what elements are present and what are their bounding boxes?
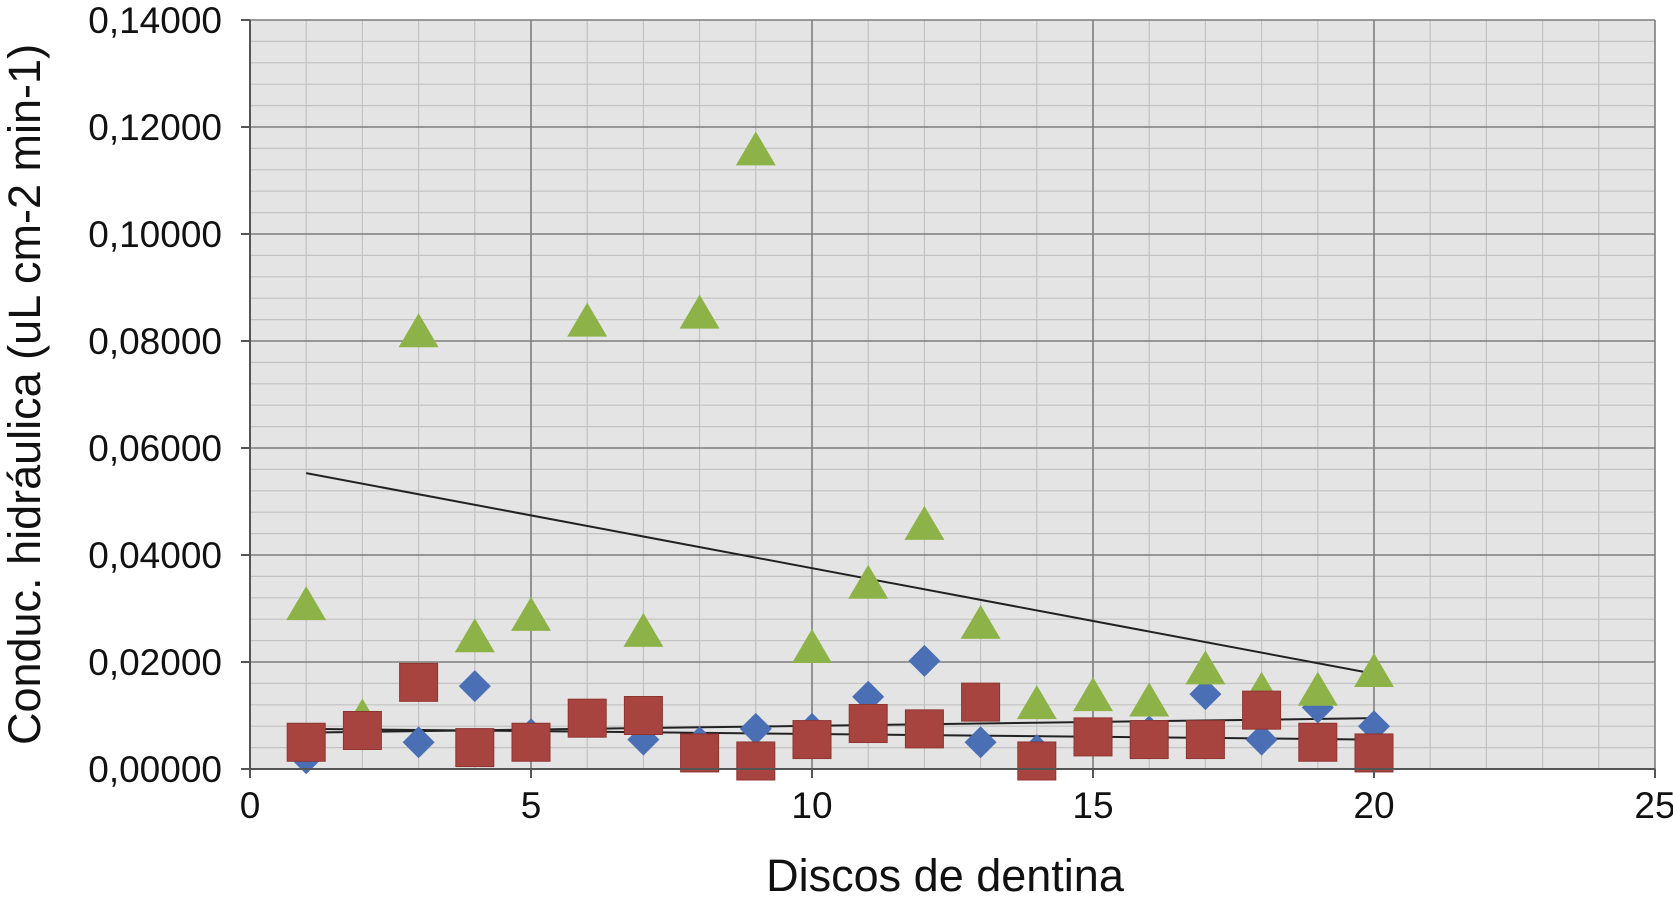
point-triangle	[454, 618, 495, 653]
y-tick-label: 0,14000	[88, 0, 222, 41]
point-triangle	[286, 586, 327, 621]
point-square	[680, 733, 720, 773]
x-axis-title: Discos de dentina	[766, 850, 1125, 901]
x-tick-labels: 0 5 10 15 20 25	[240, 785, 1673, 826]
point-triangle	[1354, 653, 1394, 688]
x-tick-label: 10	[791, 785, 832, 826]
point-triangle	[398, 313, 439, 348]
y-tick-label: 0,12000	[88, 107, 222, 148]
point-square	[961, 682, 1001, 722]
point-triangle	[848, 564, 889, 599]
y-axis-title: Conduc. hidráulica (uL cm-2 min-1)	[0, 44, 50, 745]
point-triangle	[679, 294, 720, 329]
point-triangle	[623, 612, 664, 647]
point-triangle	[792, 628, 832, 663]
point-square	[567, 698, 607, 738]
y-tick-label: 0,04000	[88, 535, 222, 576]
point-square	[1185, 720, 1225, 760]
point-square	[286, 722, 326, 762]
point-square	[904, 709, 944, 749]
trendline-triangle	[306, 472, 1375, 675]
point-triangle	[904, 505, 945, 540]
x-tick-label: 25	[1634, 785, 1673, 826]
point-square	[511, 722, 551, 762]
point-square	[792, 720, 832, 760]
data-markers	[286, 131, 1394, 781]
point-square	[1129, 720, 1169, 760]
axes	[241, 19, 1656, 778]
point-diamond	[402, 726, 435, 759]
point-square	[1242, 690, 1282, 730]
point-square	[455, 728, 495, 768]
point-diamond	[739, 712, 772, 745]
point-triangle	[511, 596, 551, 631]
y-tick-label: 0,06000	[88, 428, 222, 469]
plot-area	[250, 20, 1655, 769]
y-tick-label: 0,02000	[88, 642, 222, 683]
point-square	[848, 704, 888, 744]
point-square	[342, 710, 382, 750]
point-diamond	[964, 726, 997, 759]
point-triangle	[1185, 650, 1226, 685]
x-tick-label: 20	[1353, 785, 1394, 826]
point-square	[1354, 733, 1394, 773]
point-triangle	[960, 604, 1001, 639]
point-square	[1017, 741, 1057, 781]
point-diamond	[1189, 678, 1222, 711]
point-diamond	[908, 644, 941, 677]
point-square	[736, 741, 776, 781]
y-tick-label: 0,00000	[88, 749, 222, 790]
point-square	[1298, 722, 1338, 762]
point-triangle	[1016, 685, 1057, 720]
x-tick-label: 15	[1072, 785, 1113, 826]
y-tick-label: 0,08000	[88, 321, 222, 362]
point-square	[399, 662, 439, 702]
point-square	[623, 696, 663, 735]
y-tick-label: 0,10000	[88, 214, 222, 255]
point-diamond	[458, 670, 491, 703]
point-triangle	[1073, 677, 1113, 712]
x-tick-label: 5	[521, 785, 542, 826]
point-triangle	[567, 302, 608, 337]
point-triangle	[1297, 671, 1338, 706]
point-triangle	[735, 131, 776, 166]
y-tick-labels: 0,00000 0,02000 0,04000 0,06000 0,08000 0,100…	[88, 0, 222, 790]
x-tick-label: 0	[240, 785, 261, 826]
point-square	[1073, 717, 1113, 757]
point-diamond	[1245, 723, 1278, 756]
point-triangle	[1129, 682, 1170, 717]
